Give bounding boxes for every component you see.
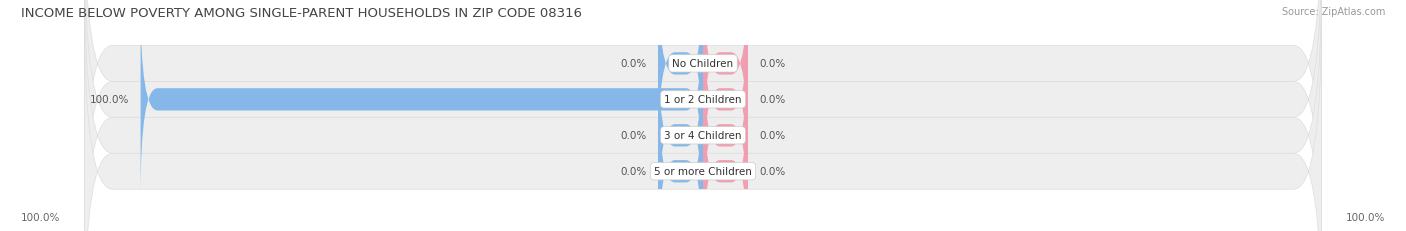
- Text: 0.0%: 0.0%: [620, 59, 647, 69]
- Text: 0.0%: 0.0%: [759, 131, 786, 141]
- Text: 0.0%: 0.0%: [620, 167, 647, 176]
- Text: No Children: No Children: [672, 59, 734, 69]
- FancyBboxPatch shape: [84, 10, 1322, 231]
- FancyBboxPatch shape: [84, 0, 1322, 225]
- FancyBboxPatch shape: [84, 0, 1322, 231]
- Text: 100.0%: 100.0%: [1346, 212, 1385, 222]
- Text: 1 or 2 Children: 1 or 2 Children: [664, 95, 742, 105]
- Text: 0.0%: 0.0%: [620, 131, 647, 141]
- Text: 0.0%: 0.0%: [759, 95, 786, 105]
- Text: 0.0%: 0.0%: [759, 167, 786, 176]
- FancyBboxPatch shape: [141, 4, 703, 196]
- Text: 3 or 4 Children: 3 or 4 Children: [664, 131, 742, 141]
- FancyBboxPatch shape: [703, 75, 748, 231]
- Text: Source: ZipAtlas.com: Source: ZipAtlas.com: [1281, 7, 1385, 17]
- Text: 5 or more Children: 5 or more Children: [654, 167, 752, 176]
- Text: 100.0%: 100.0%: [21, 212, 60, 222]
- FancyBboxPatch shape: [703, 4, 748, 196]
- FancyBboxPatch shape: [658, 75, 703, 231]
- FancyBboxPatch shape: [658, 40, 703, 231]
- FancyBboxPatch shape: [703, 40, 748, 231]
- FancyBboxPatch shape: [84, 0, 1322, 231]
- Text: INCOME BELOW POVERTY AMONG SINGLE-PARENT HOUSEHOLDS IN ZIP CODE 08316: INCOME BELOW POVERTY AMONG SINGLE-PARENT…: [21, 7, 582, 20]
- Text: 0.0%: 0.0%: [759, 59, 786, 69]
- FancyBboxPatch shape: [658, 0, 703, 160]
- FancyBboxPatch shape: [703, 0, 748, 160]
- Text: 100.0%: 100.0%: [90, 95, 129, 105]
